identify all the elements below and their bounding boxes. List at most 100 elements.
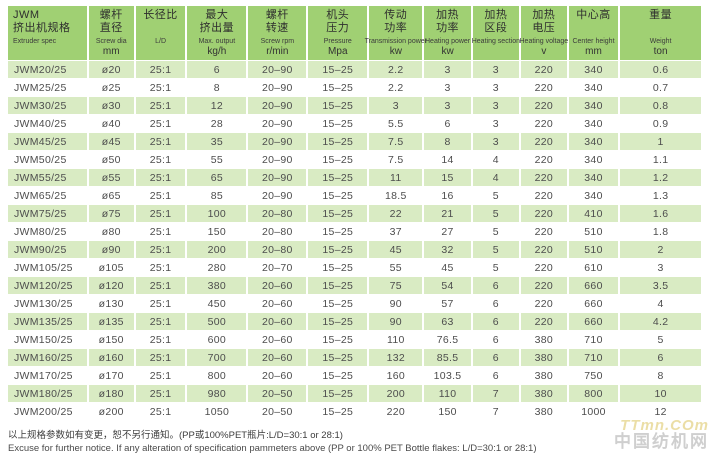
cell-heating-section: 6 bbox=[470, 348, 521, 367]
cell-ld-ratio: 25:1 bbox=[133, 222, 188, 241]
cell-center-height: 340 bbox=[566, 132, 621, 151]
column-header-extruder-spec: JWM 挤出机规格 Extruder spec bbox=[6, 5, 89, 61]
footnote-english: Excuse for further notice. If any altera… bbox=[8, 443, 537, 454]
cell-extruder-spec: JWM40/25 bbox=[6, 114, 89, 133]
cell-weight: 3 bbox=[618, 258, 703, 277]
cell-heating-section: 5 bbox=[470, 258, 521, 277]
cell-ld-ratio: 25:1 bbox=[133, 384, 188, 403]
cell-heating-power: 63 bbox=[422, 312, 473, 331]
cell-screw-rpm: 20–60 bbox=[246, 366, 309, 385]
cell-pressure: 15–25 bbox=[306, 96, 370, 115]
cell-center-height: 660 bbox=[566, 276, 621, 295]
cell-weight: 0.6 bbox=[618, 60, 703, 79]
cell-screw-dia: ø135 bbox=[86, 312, 136, 331]
cell-pressure: 15–25 bbox=[306, 204, 370, 223]
cell-screw-rpm: 20–90 bbox=[246, 168, 309, 187]
cell-heating-power: 27 bbox=[422, 222, 473, 241]
cell-heating-section: 5 bbox=[470, 186, 521, 205]
cell-screw-rpm: 20–80 bbox=[246, 222, 309, 241]
cell-max-output: 28 bbox=[185, 114, 249, 133]
column-header-en: Screw dia bbox=[95, 38, 127, 45]
cell-transmission-power: 18.5 bbox=[367, 186, 425, 205]
cell-pressure: 15–25 bbox=[306, 348, 370, 367]
cell-transmission-power: 5.5 bbox=[367, 114, 425, 133]
cell-weight: 6 bbox=[618, 348, 703, 367]
cell-heating-section: 6 bbox=[470, 294, 521, 313]
column-header-cn: 长径比 bbox=[143, 9, 178, 21]
column-header-unit: Mpa bbox=[328, 46, 348, 57]
cell-heating-voltage: 220 bbox=[518, 168, 569, 187]
column-header-en: Heating voltage bbox=[519, 38, 569, 45]
cell-extruder-spec: JWM180/25 bbox=[6, 384, 89, 403]
cell-screw-rpm: 20–90 bbox=[246, 78, 309, 97]
cell-heating-power: 14 bbox=[422, 150, 473, 169]
cell-screw-dia: ø160 bbox=[86, 348, 136, 367]
cell-heating-power: 110 bbox=[422, 384, 473, 403]
cell-heating-section: 3 bbox=[470, 132, 521, 151]
cell-weight: 4.2 bbox=[618, 312, 703, 331]
cell-transmission-power: 3 bbox=[367, 96, 425, 115]
cell-heating-section: 6 bbox=[470, 312, 521, 331]
cell-extruder-spec: JWM65/25 bbox=[6, 186, 89, 205]
cell-screw-rpm: 20–90 bbox=[246, 186, 309, 205]
cell-ld-ratio: 25:1 bbox=[133, 312, 188, 331]
column-header-cn: 重量 bbox=[649, 9, 673, 21]
cell-screw-dia: ø65 bbox=[86, 186, 136, 205]
cell-extruder-spec: JWM105/25 bbox=[6, 258, 89, 277]
cell-heating-power: 57 bbox=[422, 294, 473, 313]
cell-heating-section: 4 bbox=[470, 150, 521, 169]
column-header-en: Pressure bbox=[323, 38, 352, 45]
cell-heating-power: 8 bbox=[422, 132, 473, 151]
cell-extruder-spec: JWM160/25 bbox=[6, 348, 89, 367]
cell-transmission-power: 160 bbox=[367, 366, 425, 385]
column-header-en: Transmission power bbox=[364, 38, 427, 45]
cell-extruder-spec: JWM75/25 bbox=[6, 204, 89, 223]
cell-heating-voltage: 220 bbox=[518, 78, 569, 97]
cell-max-output: 85 bbox=[185, 186, 249, 205]
table-row: JWM170/25 ø170 25:1 800 20–60 15–25 160 103.5 6 3… bbox=[6, 366, 703, 385]
table-row: JWM120/25 ø120 25:1 380 20–60 15–25 75 54 6 220 66… bbox=[6, 276, 703, 295]
cell-heating-power: 45 bbox=[422, 258, 473, 277]
column-header-max-output: 最大 挤出量 Max. output kg/h bbox=[185, 5, 249, 61]
cell-center-height: 510 bbox=[566, 240, 621, 259]
cell-screw-rpm: 20–80 bbox=[246, 240, 309, 259]
column-header-heating-voltage: 加热 电压 Heating voltage v bbox=[518, 5, 569, 61]
column-header-en: Center height bbox=[572, 38, 615, 45]
cell-ld-ratio: 25:1 bbox=[133, 60, 188, 79]
cell-transmission-power: 90 bbox=[367, 312, 425, 331]
column-header-pressure: 机头 压力 Pressure Mpa bbox=[306, 5, 370, 61]
cell-screw-dia: ø20 bbox=[86, 60, 136, 79]
cell-max-output: 55 bbox=[185, 150, 249, 169]
cell-screw-dia: ø25 bbox=[86, 78, 136, 97]
column-header-transmission-power: 传动 功率 Transmission power kw bbox=[365, 5, 427, 61]
cell-ld-ratio: 25:1 bbox=[133, 150, 188, 169]
cell-pressure: 15–25 bbox=[306, 60, 370, 79]
table-row: JWM40/25 ø40 25:1 28 20–90 15–25 5.5 6 3 220 340 0.… bbox=[6, 114, 703, 133]
table-row: JWM200/25 ø200 25:1 1050 20–50 15–25 220 150 7 38… bbox=[6, 402, 703, 421]
cell-heating-section: 5 bbox=[470, 204, 521, 223]
table-row: JWM80/25 ø80 25:1 150 20–80 15–25 37 27 5 220 510 1… bbox=[6, 222, 703, 241]
cell-ld-ratio: 25:1 bbox=[133, 348, 188, 367]
column-header-screw-rpm: 螺杆 转速 Screw rpm r/min bbox=[246, 5, 309, 61]
cell-weight: 0.9 bbox=[618, 114, 703, 133]
table-row: JWM25/25 ø25 25:1 8 20–90 15–25 2.2 3 3 220 340 0.7 bbox=[6, 78, 703, 97]
cell-heating-voltage: 220 bbox=[518, 114, 569, 133]
column-header-cn: 加热 区段 bbox=[484, 9, 508, 34]
column-header-unit: ton bbox=[653, 46, 668, 57]
cell-center-height: 510 bbox=[566, 222, 621, 241]
cell-ld-ratio: 25:1 bbox=[133, 330, 188, 349]
cell-max-output: 65 bbox=[185, 168, 249, 187]
cell-extruder-spec: JWM45/25 bbox=[6, 132, 89, 151]
cell-max-output: 980 bbox=[185, 384, 249, 403]
cell-transmission-power: 7.5 bbox=[367, 132, 425, 151]
cell-center-height: 340 bbox=[566, 150, 621, 169]
cell-transmission-power: 2.2 bbox=[367, 78, 425, 97]
cell-heating-power: 6 bbox=[422, 114, 473, 133]
cell-heating-power: 76.5 bbox=[422, 330, 473, 349]
cell-heating-section: 3 bbox=[470, 78, 521, 97]
column-header-en: Max. output bbox=[198, 38, 236, 45]
column-header-cn: 螺杆 直径 bbox=[99, 9, 123, 34]
cell-max-output: 700 bbox=[185, 348, 249, 367]
cell-heating-section: 3 bbox=[470, 60, 521, 79]
cell-weight: 1.2 bbox=[618, 168, 703, 187]
